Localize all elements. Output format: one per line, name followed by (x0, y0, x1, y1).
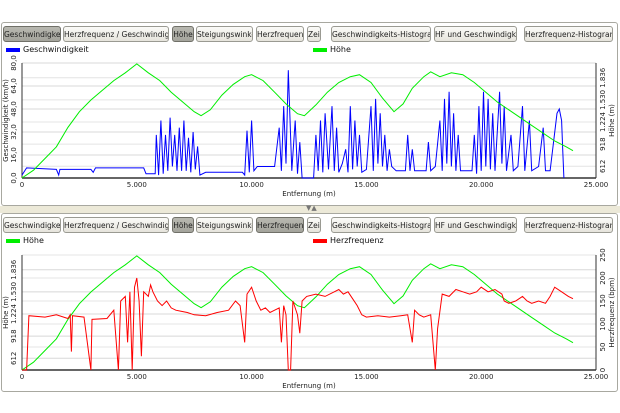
y-tick-label: 16,0 (10, 147, 18, 163)
view-button-zeit[interactable]: Zeit (307, 217, 321, 233)
x-tick-label: 15.000 (354, 373, 379, 381)
series-line-geschwindigkeit (21, 70, 565, 179)
y2-tick-label: 918 (599, 137, 607, 150)
splitter-arrows-icon: ▼▲ (306, 204, 317, 212)
legend-swatch (6, 238, 20, 243)
legend-label: Höhe (330, 45, 351, 54)
y-tick-label: 48,0 (10, 101, 18, 117)
view-button-geschwindigkeits-histogramm[interactable]: Geschwindigkeits-Histogramm (331, 217, 431, 233)
series-line-höhe (21, 255, 574, 371)
x-tick-label: 5.000 (127, 181, 147, 189)
view-button-herzfrequenz-histogramm[interactable]: Herzfrequenz-Histogramm (524, 26, 613, 42)
x-tick-label: 0 (20, 181, 24, 189)
y2-tick-label: 250 (599, 248, 607, 261)
x-tick-label: 20.000 (469, 181, 494, 189)
legend-swatch (313, 47, 327, 52)
legend-label: Höhe (23, 236, 44, 245)
y2-tick-label: 100 (599, 317, 607, 330)
y2-tick-label: 1.224 (599, 111, 607, 132)
y-axis-title: Geschwindigkeit (km/h) (2, 79, 10, 162)
y2-axis-title: Höhe (m) (608, 104, 616, 137)
y-tick-label: 918 (10, 329, 18, 342)
y-tick-label: 1.224 (10, 303, 18, 324)
y-tick-label: 1.836 (10, 259, 18, 280)
view-button-geschwindigkeits-histogramm[interactable]: Geschwindigkeits-Histogramm (331, 26, 431, 42)
y-tick-label: 64,0 (10, 78, 18, 94)
x-tick-label: 25.000 (584, 181, 609, 189)
x-axis-title: Entfernung (m) (282, 382, 336, 390)
legend-height: Höhe (6, 236, 44, 245)
y-axis-title: Höhe (m) (2, 296, 10, 329)
y2-tick-label: 1.836 (599, 67, 607, 88)
y2-tick-label: 1.530 (599, 90, 607, 110)
y2-tick-label: 150 (599, 294, 607, 307)
y2-tick-label: 0 (599, 368, 607, 372)
x-tick-label: 10.000 (239, 373, 264, 381)
x-axis-title: Entfernung (m) (282, 190, 336, 198)
legend-label: Geschwindigkeit (23, 45, 89, 54)
view-button-steigungswinkel[interactable]: Steigungswinkel (196, 217, 253, 233)
view-button-herzfrequenz[interactable]: Herzfrequenz (256, 26, 304, 42)
x-tick-label: 10.000 (239, 181, 264, 189)
x-tick-label: 0 (20, 373, 24, 381)
x-tick-label: 25.000 (584, 373, 609, 381)
y-tick-label: 612 (10, 352, 18, 365)
view-button-geschwindigkeit[interactable]: Geschwindigkeit (3, 217, 61, 233)
view-button-herzfrequenz-geschwindigkeit[interactable]: Herzfrequenz / Geschwindigkeit (63, 26, 169, 42)
y-tick-label: 32,0 (10, 124, 18, 140)
legend-swatch (6, 47, 20, 52)
legend-label: Herzfrequenz (330, 236, 384, 245)
series-line-höhe (21, 63, 574, 179)
view-button-hf-und-geschwindigkeit[interactable]: HF und Geschwindigkeit (434, 26, 517, 42)
view-button-herzfrequenz-histogramm[interactable]: Herzfrequenz-Histogramm (524, 217, 613, 233)
view-button-steigungswinkel[interactable]: Steigungswinkel (196, 26, 253, 42)
view-button-herzfrequenz-geschwindigkeit[interactable]: Herzfrequenz / Geschwindigkeit (63, 217, 169, 233)
view-button-geschwindigkeit[interactable]: Geschwindigkeit (3, 26, 61, 42)
legend-heart-rate: Herzfrequenz (313, 236, 384, 245)
y2-tick-label: 612 (599, 160, 607, 173)
view-button-herzfrequenz[interactable]: Herzfrequenz (256, 217, 304, 233)
y-tick-label: 80,0 (10, 55, 18, 71)
y-tick-label: 1.530 (10, 282, 18, 302)
legend-speed: Geschwindigkeit (6, 45, 89, 54)
x-tick-label: 15.000 (354, 181, 379, 189)
view-button-höhe[interactable]: Höhe (172, 217, 194, 233)
x-tick-label: 20.000 (469, 373, 494, 381)
x-tick-label: 5.000 (127, 373, 147, 381)
y2-axis-title: Herzfrequenz (bpm) (608, 277, 616, 348)
y2-tick-label: 200 (599, 271, 607, 284)
legend-height: Höhe (313, 45, 351, 54)
panel-splitter[interactable]: ▼▲ (0, 204, 620, 213)
view-button-zeit[interactable]: Zeit (307, 26, 321, 42)
series-line-herzfrequenz (22, 277, 574, 371)
view-button-hf-und-geschwindigkeit[interactable]: HF und Geschwindigkeit (434, 217, 517, 233)
y-tick-label: 0,0 (10, 172, 18, 183)
view-button-höhe[interactable]: Höhe (172, 26, 194, 42)
legend-swatch (313, 238, 327, 243)
y2-tick-label: 50 (599, 343, 607, 352)
